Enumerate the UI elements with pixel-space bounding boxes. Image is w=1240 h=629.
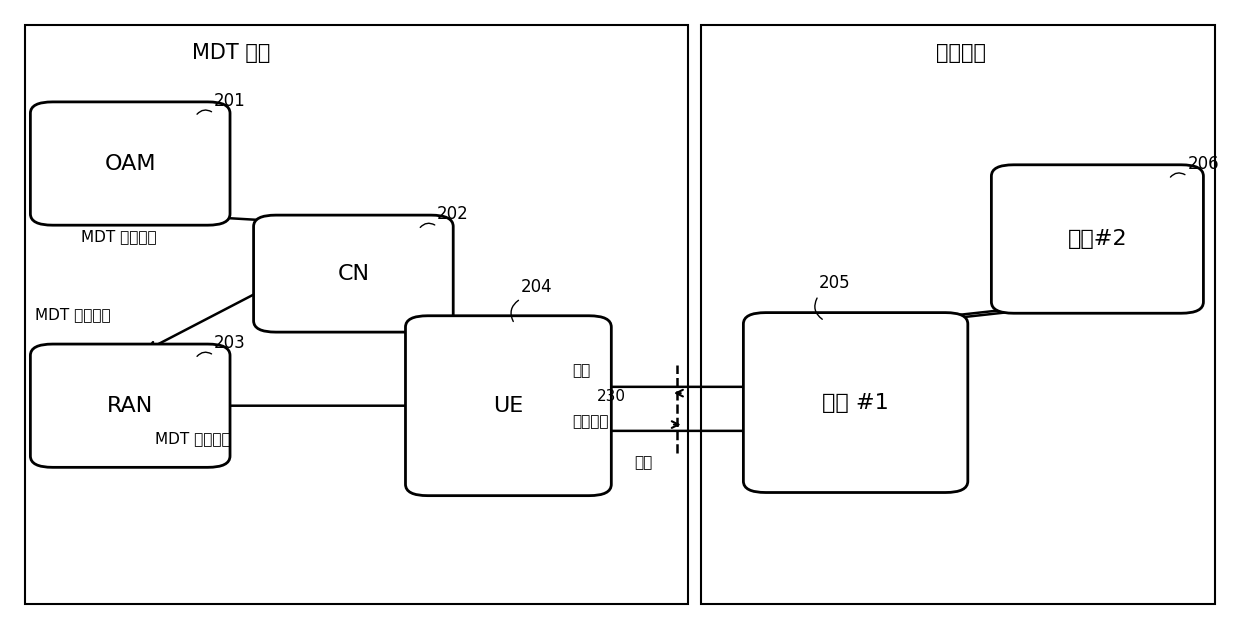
FancyBboxPatch shape bbox=[405, 316, 611, 496]
Bar bbox=[701, 25, 1215, 604]
Text: UE: UE bbox=[494, 396, 523, 416]
Text: 230: 230 bbox=[596, 389, 626, 404]
FancyBboxPatch shape bbox=[253, 215, 454, 332]
Text: 206: 206 bbox=[1188, 155, 1219, 173]
Text: MDT 位置请求: MDT 位置请求 bbox=[81, 230, 156, 245]
Text: 位置特性: 位置特性 bbox=[936, 43, 986, 64]
FancyBboxPatch shape bbox=[30, 344, 231, 467]
Text: MDT 特性: MDT 特性 bbox=[192, 43, 270, 64]
Text: MDT 位置请求: MDT 位置请求 bbox=[155, 431, 231, 446]
Text: OAM: OAM bbox=[104, 153, 156, 174]
Text: 204: 204 bbox=[521, 277, 553, 296]
Text: 接口: 接口 bbox=[572, 364, 590, 379]
Text: CN: CN bbox=[337, 264, 370, 284]
Text: 实体#2: 实体#2 bbox=[1068, 229, 1127, 249]
Text: RAN: RAN bbox=[107, 396, 154, 416]
Text: 位置请求: 位置请求 bbox=[572, 414, 609, 429]
FancyBboxPatch shape bbox=[992, 165, 1203, 313]
Text: 203: 203 bbox=[213, 334, 246, 352]
Text: 实体 #1: 实体 #1 bbox=[822, 392, 889, 413]
Text: 205: 205 bbox=[818, 274, 851, 292]
Bar bbox=[25, 25, 688, 604]
FancyBboxPatch shape bbox=[30, 102, 231, 225]
Text: 201: 201 bbox=[213, 92, 246, 110]
Text: 202: 202 bbox=[436, 205, 469, 223]
FancyBboxPatch shape bbox=[743, 313, 967, 493]
Text: MDT 位置请求: MDT 位置请求 bbox=[35, 307, 110, 322]
Text: 位置: 位置 bbox=[634, 455, 652, 470]
